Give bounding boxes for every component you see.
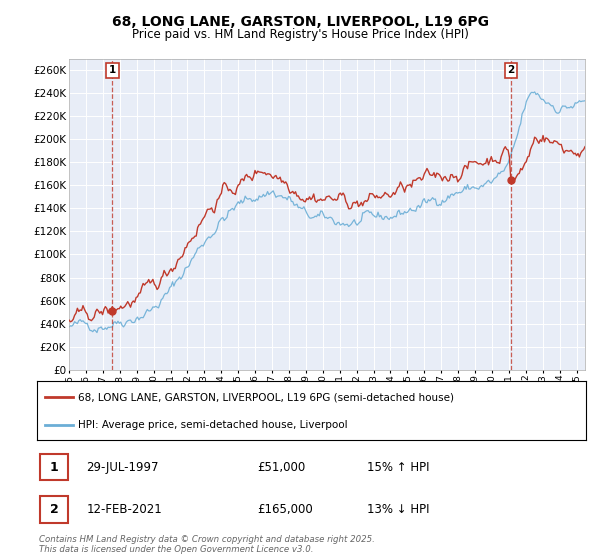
Text: £51,000: £51,000	[257, 460, 305, 474]
Bar	[40, 496, 68, 522]
Text: 2: 2	[50, 503, 59, 516]
Bar	[40, 454, 68, 480]
Text: 68, LONG LANE, GARSTON, LIVERPOOL, L19 6PG (semi-detached house): 68, LONG LANE, GARSTON, LIVERPOOL, L19 6…	[79, 392, 454, 402]
Text: 13% ↓ HPI: 13% ↓ HPI	[367, 503, 429, 516]
Text: 12-FEB-2021: 12-FEB-2021	[86, 503, 163, 516]
Text: Price paid vs. HM Land Registry's House Price Index (HPI): Price paid vs. HM Land Registry's House …	[131, 27, 469, 41]
Text: 1: 1	[50, 460, 59, 474]
Text: 15% ↑ HPI: 15% ↑ HPI	[367, 460, 429, 474]
Text: 68, LONG LANE, GARSTON, LIVERPOOL, L19 6PG: 68, LONG LANE, GARSTON, LIVERPOOL, L19 6…	[112, 15, 488, 29]
Text: 29-JUL-1997: 29-JUL-1997	[86, 460, 159, 474]
Text: Contains HM Land Registry data © Crown copyright and database right 2025.
This d: Contains HM Land Registry data © Crown c…	[39, 535, 375, 554]
Text: HPI: Average price, semi-detached house, Liverpool: HPI: Average price, semi-detached house,…	[79, 420, 348, 430]
Text: 2: 2	[507, 66, 515, 75]
Text: £165,000: £165,000	[257, 503, 313, 516]
Text: 1: 1	[109, 66, 116, 75]
